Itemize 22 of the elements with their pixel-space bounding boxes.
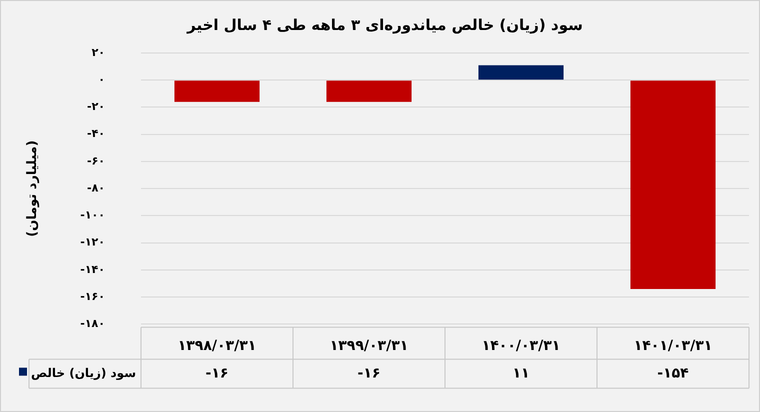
y-tick-label: -۸۰ [87, 181, 105, 194]
data-label: ۱۱ [512, 365, 530, 382]
y-tick-label: -۱۰۰ [80, 208, 105, 222]
y-tick-label: -۲۰ [87, 100, 105, 114]
y-tick-label: ۲۰ [92, 46, 105, 59]
y-axis-title: (میلیارد تومان) [25, 140, 40, 237]
y-tick-label: -۴۰ [87, 127, 105, 140]
x-tick-label: ۱۴۰۱/۰۳/۳۱ [634, 338, 712, 354]
y-tick-label: -۶۰ [87, 154, 105, 168]
y-tick-label: -۱۴۰ [80, 262, 105, 276]
legend-label: سود (زیان) خالص [31, 366, 136, 380]
data-label: -۱۵۴ [657, 365, 690, 382]
y-tick-label: -۱۸۰ [80, 317, 105, 330]
data-label: -۱۶ [358, 365, 380, 382]
y-tick-label: -۱۶۰ [80, 290, 105, 303]
x-tick-label: ۱۳۹۹/۰۳/۳۱ [330, 338, 408, 354]
y-tick-label: -۱۲۰ [80, 236, 105, 249]
y-tick-label: ۰ [98, 72, 105, 86]
x-tick-label: ۱۴۰۰/۰۳/۳۱ [482, 338, 560, 354]
chart-title: سود (زیان) خالص میاندوره‌ای ۳ ماهه طی ۴ سال اخیر [186, 16, 583, 34]
x-tick-label: ۱۳۹۸/۰۳/۳۱ [178, 338, 256, 354]
data-label: -۱۶ [206, 365, 228, 382]
